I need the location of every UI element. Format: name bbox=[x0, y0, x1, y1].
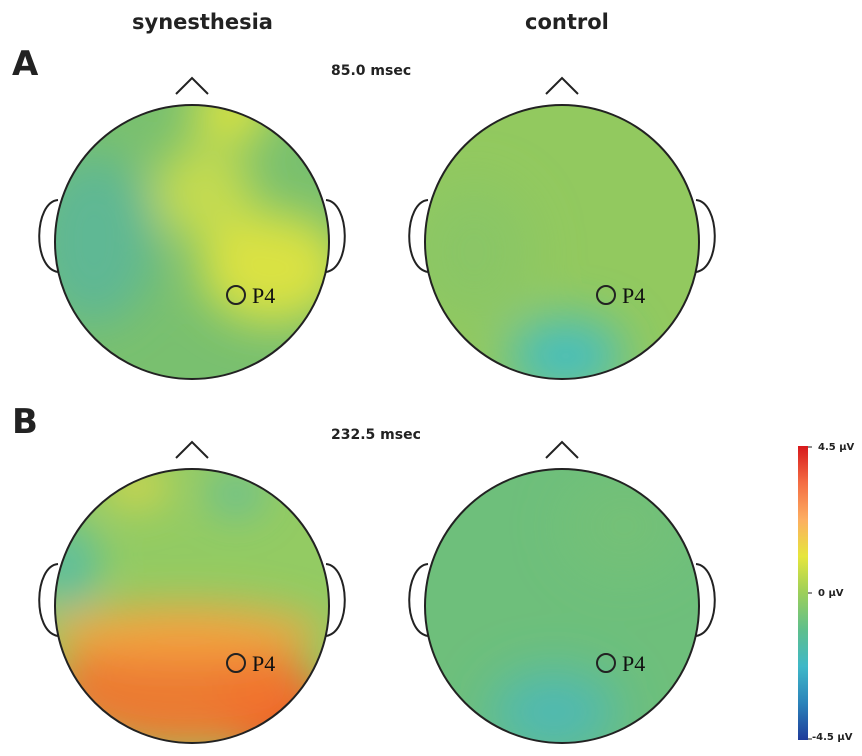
electrode-p4-label: P4 bbox=[252, 283, 275, 308]
ear-right bbox=[325, 563, 346, 637]
colorbar bbox=[798, 446, 812, 740]
scalp-outline bbox=[424, 468, 700, 744]
potential-blob bbox=[425, 182, 534, 322]
potential-blob bbox=[200, 212, 329, 324]
nose bbox=[545, 440, 579, 459]
scalp-outline bbox=[424, 104, 700, 380]
nose bbox=[545, 76, 579, 95]
scalp-outline bbox=[54, 468, 330, 744]
time-label-a: 85.0 msec bbox=[331, 63, 412, 79]
synesthesia-header: synesthesia bbox=[132, 10, 273, 34]
time-label-b: 232.5 msec bbox=[331, 427, 421, 443]
potential-blob bbox=[208, 472, 264, 516]
ear-right bbox=[325, 199, 346, 273]
potential-blob bbox=[508, 318, 624, 379]
nose bbox=[175, 440, 209, 459]
colorbar-gradient bbox=[798, 446, 808, 740]
ear-left bbox=[408, 199, 429, 273]
electrode-p4-label: P4 bbox=[252, 651, 275, 676]
ear-left bbox=[38, 563, 59, 637]
scalp-outline bbox=[54, 104, 330, 380]
ear-left bbox=[38, 199, 59, 273]
ear-right bbox=[695, 199, 716, 273]
potential-blob bbox=[55, 155, 154, 325]
head-map-b-synesthesia: P4 bbox=[38, 440, 346, 744]
colorbar-min-label: -4.5 μV bbox=[812, 732, 853, 743]
potential-blob bbox=[154, 142, 254, 242]
nose bbox=[175, 76, 209, 95]
electrode-p4-label: P4 bbox=[622, 283, 645, 308]
potential-blob bbox=[55, 602, 324, 662]
potential-blob bbox=[55, 522, 100, 610]
head-map-a-synesthesia: P4 bbox=[38, 76, 346, 380]
panel-label-a: A bbox=[12, 44, 39, 84]
electrode-p4-marker bbox=[226, 653, 246, 673]
electrode-p4-marker bbox=[226, 285, 246, 305]
potential-blob bbox=[102, 469, 170, 508]
head-map-a-control: P4 bbox=[408, 76, 716, 380]
ear-right bbox=[695, 563, 716, 637]
electrode-p4-marker bbox=[596, 653, 616, 673]
head-map-b-control: P4 bbox=[408, 440, 716, 744]
potential-blob bbox=[490, 672, 618, 743]
potential-blob bbox=[564, 476, 684, 576]
colorbar-mid-label: 0 μV bbox=[818, 588, 844, 599]
control-header: control bbox=[525, 10, 609, 34]
colorbar-max-label: 4.5 μV bbox=[818, 442, 855, 453]
electrode-p4-label: P4 bbox=[622, 651, 645, 676]
panel-label-b: B bbox=[12, 402, 38, 442]
ear-left bbox=[408, 563, 429, 637]
electrode-p4-marker bbox=[596, 285, 616, 305]
